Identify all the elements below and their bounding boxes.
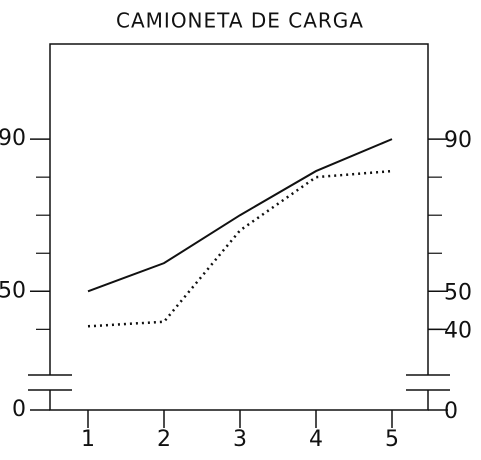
line-series <box>87 138 393 293</box>
y-tick-label: 90 <box>0 126 26 151</box>
x-tick-label: 3 <box>233 427 247 452</box>
x-tick-label: 5 <box>385 427 399 452</box>
y-tick-label: 50 <box>0 278 26 303</box>
y2-tick-label: 90 <box>444 128 472 153</box>
frame-lower <box>49 390 429 411</box>
x-tick-label: 4 <box>309 427 323 452</box>
y2-tick-label: 40 <box>444 318 472 343</box>
x-tick-label: 1 <box>81 427 95 452</box>
y2-tick-label: 50 <box>444 280 472 305</box>
y-tick-label: 0 <box>12 397 26 422</box>
line-series <box>87 169 393 328</box>
x-tick-label: 2 <box>157 427 171 452</box>
y2-tick-label: 0 <box>444 399 458 424</box>
frame <box>49 43 429 375</box>
chart-title: CAMIONETA DE CARGA <box>116 9 364 33</box>
